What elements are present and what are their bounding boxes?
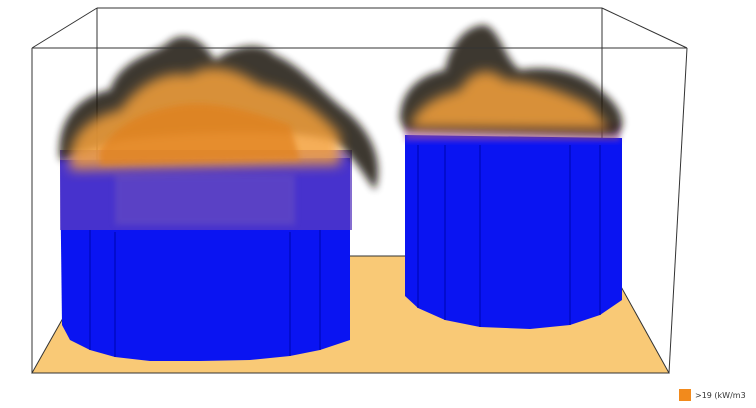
legend-swatch: [679, 389, 691, 401]
right-tank: [405, 123, 622, 329]
left-tank: [60, 150, 352, 361]
domain-box-front: [31, 7, 688, 374]
legend: >19 (kW/m3: [679, 389, 746, 401]
legend-label: >19 (kW/m3: [695, 390, 746, 400]
left-flames: [59, 36, 379, 190]
right-flames: [400, 25, 623, 135]
